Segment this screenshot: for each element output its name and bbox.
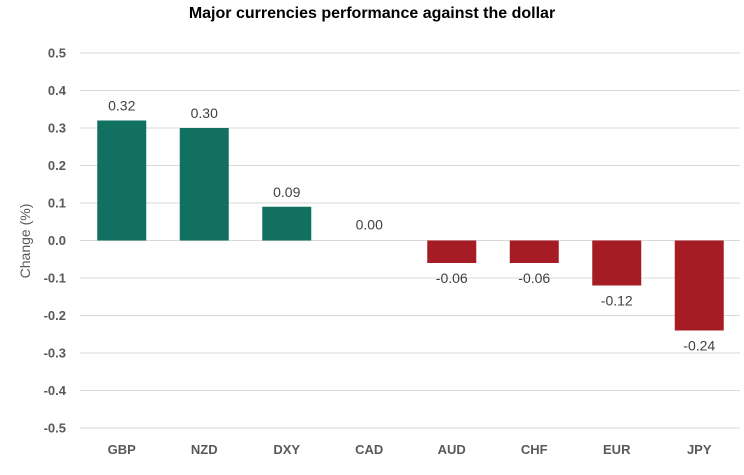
data-label-aud: -0.06 bbox=[436, 270, 468, 286]
y-tick-label: -0.4 bbox=[44, 383, 67, 398]
bar-chf bbox=[509, 240, 559, 263]
y-tick-label: -0.3 bbox=[44, 346, 66, 361]
chart-title: Major currencies performance against the… bbox=[188, 5, 556, 22]
x-tick-label: EUR bbox=[603, 442, 631, 457]
x-tick-label: NZD bbox=[191, 442, 218, 457]
y-tick-label: 0.1 bbox=[48, 196, 66, 211]
y-tick-label: -0.2 bbox=[44, 308, 66, 323]
bar-aud bbox=[427, 240, 477, 263]
data-label-dxy: 0.09 bbox=[273, 184, 300, 200]
bars bbox=[97, 120, 724, 331]
x-tick-label: JPY bbox=[687, 442, 712, 457]
data-label-eur: -0.12 bbox=[601, 293, 633, 309]
data-label-jpy: -0.24 bbox=[683, 338, 715, 354]
y-tick-label: 0.0 bbox=[48, 233, 66, 248]
y-tick-label: 0.3 bbox=[48, 121, 66, 136]
data-label-cad: 0.00 bbox=[356, 217, 383, 233]
bar-jpy bbox=[674, 240, 724, 331]
data-labels: 0.32 0.30 0.09 0.00 -0.06 -0.06 -0.12 -0.24 bbox=[108, 98, 715, 354]
y-axis-title: Change (%) bbox=[17, 204, 33, 279]
x-axis-ticks: GBP NZD DXY CAD AUD CHF EUR JPY bbox=[108, 442, 712, 457]
data-label-chf: -0.06 bbox=[518, 270, 550, 286]
y-tick-label: 0.4 bbox=[48, 83, 67, 98]
y-axis-ticks: 0.5 0.4 0.3 0.2 0.1 0.0 -0.1 -0.2 -0.3 -0.4 -0.5 bbox=[44, 46, 67, 436]
y-tick-label: -0.5 bbox=[44, 421, 66, 436]
x-tick-label: AUD bbox=[438, 442, 466, 457]
y-tick-label: 0.5 bbox=[48, 46, 66, 61]
y-tick-label: -0.1 bbox=[44, 271, 66, 286]
bar-gbp bbox=[97, 120, 147, 241]
bar-nzd bbox=[179, 128, 229, 241]
x-tick-label: GBP bbox=[108, 442, 137, 457]
bar-dxy bbox=[262, 206, 312, 241]
bar-eur bbox=[592, 240, 642, 286]
x-tick-label: CAD bbox=[355, 442, 383, 457]
x-tick-label: CHF bbox=[521, 442, 548, 457]
data-label-nzd: 0.30 bbox=[191, 105, 218, 121]
x-tick-label: DXY bbox=[273, 442, 300, 457]
y-tick-label: 0.2 bbox=[48, 158, 66, 173]
data-label-gbp: 0.32 bbox=[108, 98, 135, 114]
